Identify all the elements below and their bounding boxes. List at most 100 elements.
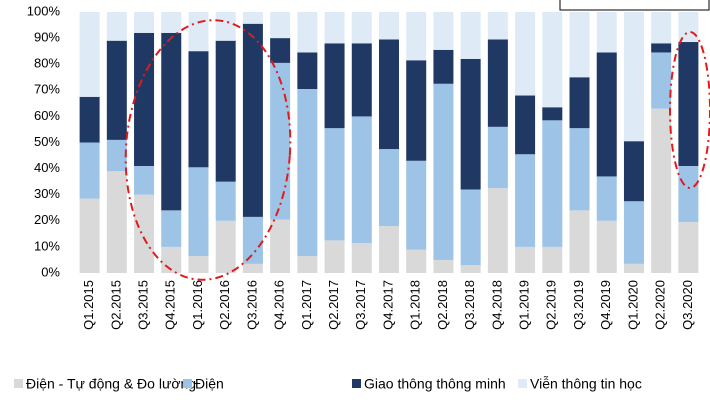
bar-segment: [678, 12, 699, 43]
bar-segment: [242, 216, 263, 264]
bar-segment: [651, 12, 672, 44]
bar-segment: [106, 139, 127, 172]
y-tick-label: 30%: [34, 186, 60, 201]
bar-segment: [596, 12, 617, 53]
bar-segment: [297, 256, 318, 273]
x-tick-label: Q4.2016: [272, 280, 287, 330]
bar-segment: [542, 120, 563, 247]
bar-segment: [487, 12, 508, 40]
bar-segment: [79, 142, 100, 199]
bar-segment: [542, 107, 563, 121]
x-tick-label: Q2.2016: [217, 280, 232, 330]
bar-segment: [651, 52, 672, 109]
x-tick-label: Q3.2018: [462, 280, 477, 330]
bar-segment: [651, 108, 672, 273]
bar-segment: [596, 52, 617, 177]
bar-segment: [270, 62, 291, 220]
legend-label: Điện: [195, 376, 224, 392]
bar-segment: [623, 201, 644, 264]
bar-segment: [106, 40, 127, 140]
bar-segment: [678, 165, 699, 223]
bar-segment: [542, 246, 563, 273]
bar-segment: [215, 12, 236, 41]
bar-segment: [242, 12, 263, 24]
bar-segment: [188, 51, 209, 168]
bar-segment: [324, 128, 345, 241]
bar-segment: [242, 23, 263, 217]
bar-segment: [161, 32, 182, 211]
bar-segment: [297, 12, 318, 53]
bar-segment: [406, 249, 427, 273]
bar-segment: [134, 32, 155, 166]
bar-segment: [487, 39, 508, 127]
bar-segment: [297, 88, 318, 257]
bar-segment: [324, 240, 345, 273]
legend-label: Điện - Tự động & Đo lường: [26, 376, 196, 392]
bar-segment: [161, 12, 182, 33]
bar-segment: [569, 128, 590, 211]
x-tick-label: Q4.2015: [163, 280, 178, 330]
bar-segment: [106, 12, 127, 41]
bar-segment: [406, 160, 427, 250]
legend-swatch: [183, 379, 192, 388]
x-tick-label: Q1.2020: [625, 280, 640, 330]
y-tick-label: 10%: [34, 238, 60, 253]
legend-swatch: [518, 379, 527, 388]
bar-segment: [406, 60, 427, 161]
bar-segment: [134, 165, 155, 195]
bar-segment: [106, 171, 127, 273]
bar-segment: [188, 167, 209, 257]
x-tick-label: Q4.2017: [380, 280, 395, 330]
legend-swatch: [352, 379, 361, 388]
bar-segment: [460, 189, 481, 266]
bar-segment: [678, 222, 699, 273]
y-tick-label: 90%: [34, 30, 60, 45]
legend-label: Giao thông thông minh: [364, 376, 506, 392]
y-tick-label: 40%: [34, 160, 60, 175]
bar-segment: [623, 263, 644, 273]
legend-label: Viễn thông tin học: [530, 376, 642, 392]
bar-segment: [351, 116, 372, 243]
x-tick-label: Q3.2015: [135, 280, 150, 330]
y-tick-label: 20%: [34, 212, 60, 227]
bar-segment: [569, 12, 590, 78]
bar-segment: [297, 52, 318, 89]
y-tick-label: 0%: [41, 264, 60, 279]
bar-segment: [79, 96, 100, 143]
bar-segment: [379, 12, 399, 40]
bar-segment: [596, 220, 617, 273]
bar-segment: [515, 154, 536, 247]
bar-segment: [651, 43, 672, 53]
x-tick-label: Q2.2015: [108, 280, 123, 330]
bar-segment: [460, 265, 481, 273]
bar-segment: [433, 12, 454, 50]
bar-segment: [623, 141, 644, 202]
bar-segment: [569, 210, 590, 273]
bar-segment: [596, 176, 617, 221]
y-tick-label: 80%: [34, 56, 60, 71]
x-tick-label: Q4.2018: [489, 280, 504, 330]
bar-segment: [379, 39, 399, 150]
bar-segment: [188, 12, 209, 52]
bar-segment: [270, 219, 291, 273]
bar-segment: [460, 12, 481, 59]
x-tick-label: Q3.2020: [680, 280, 695, 330]
bar-segment: [433, 49, 454, 84]
bar-segment: [569, 77, 590, 129]
x-tick-label: Q1.2016: [190, 280, 205, 330]
highlight-ellipse: [669, 31, 710, 189]
bar-segment: [188, 256, 209, 273]
bar-segment: [215, 181, 236, 221]
bar-segment: [406, 12, 427, 61]
bar-segment: [433, 83, 454, 260]
bar-segment: [324, 43, 345, 129]
plot: 0% 10% 20% 30% 40% 50% 60% 70% 80% 90% 100% Q1.2015…: [27, 3, 699, 330]
y-tick-label: 50%: [34, 134, 60, 149]
bar-segment: [379, 226, 399, 273]
bar-segment: [515, 12, 536, 96]
x-tick-label: Q2.2017: [326, 280, 341, 330]
highlight-ellipse: [124, 19, 292, 281]
y-tick-label: 100%: [27, 3, 61, 18]
bar-segment: [324, 12, 345, 44]
x-tick-label: Q1.2019: [517, 280, 532, 330]
